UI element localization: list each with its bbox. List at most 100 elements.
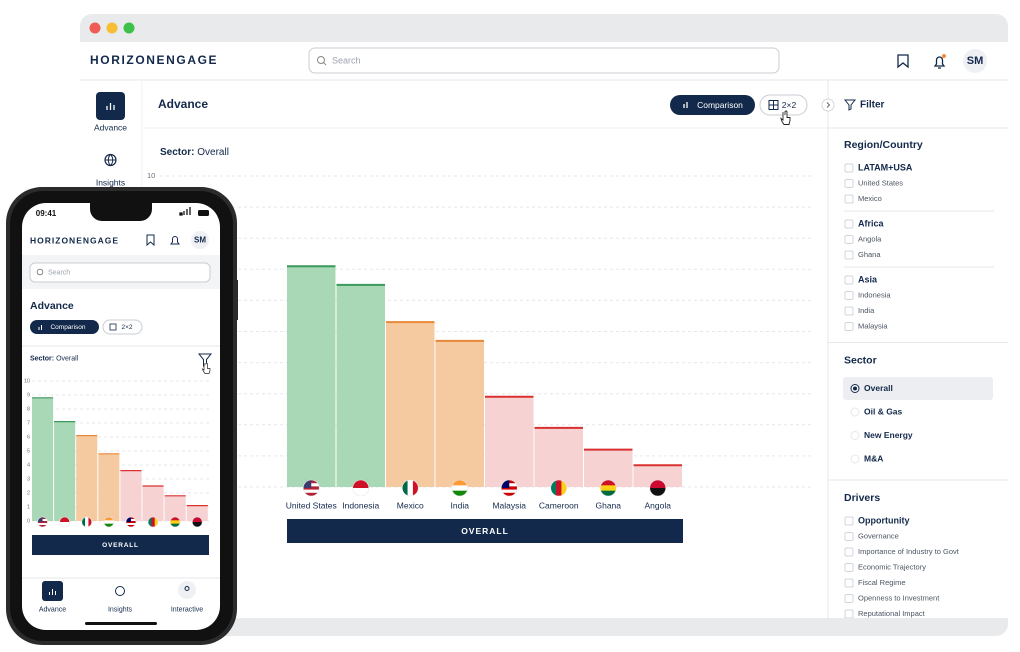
phone-button: [235, 280, 238, 320]
flag-stripe: [352, 488, 369, 496]
filter-item[interactable]: Reputational Impact: [858, 609, 926, 618]
x-tick-label: India: [451, 500, 470, 510]
nav-label[interactable]: Advance: [39, 606, 66, 613]
filter-item[interactable]: Malaysia: [858, 321, 888, 330]
filter-item[interactable]: Fiscal Regime: [858, 578, 906, 587]
flag-stripe: [501, 492, 518, 496]
selected-option-bg: [843, 377, 993, 400]
comparison-button[interactable]: [670, 95, 755, 115]
button-label[interactable]: OVERALL: [102, 542, 139, 549]
filter-group[interactable]: Africa: [858, 218, 885, 228]
checkbox[interactable]: [844, 594, 854, 603]
cursor: [201, 362, 211, 374]
search-placeholder: Search: [48, 269, 70, 276]
filter-item[interactable]: Ghana: [858, 250, 881, 259]
bar: [485, 396, 534, 487]
filter-group[interactable]: LATAM+USA: [858, 162, 913, 172]
flag-canton: [501, 480, 510, 488]
filter-group[interactable]: Opportunity: [858, 515, 910, 525]
checkbox[interactable]: [844, 179, 854, 188]
flag-ring: [125, 516, 137, 528]
flag-ring: [649, 479, 667, 497]
checkbox[interactable]: [844, 322, 854, 331]
radio[interactable]: [850, 454, 860, 464]
minimize-dot[interactable]: [106, 22, 118, 34]
avatar[interactable]: [963, 49, 987, 73]
flag-ring: [599, 479, 617, 497]
x-tick-label: Indonesia: [342, 500, 379, 510]
filter-item[interactable]: India: [858, 306, 875, 315]
flag-stripe: [59, 522, 70, 527]
search-icon: [36, 268, 44, 276]
bar: [186, 505, 208, 521]
overall-button[interactable]: [287, 519, 683, 543]
nav-icon[interactable]: [115, 586, 125, 596]
overall-button[interactable]: [32, 535, 209, 555]
grid-button[interactable]: [102, 319, 143, 335]
avatar[interactable]: [191, 231, 209, 249]
sector-option[interactable]: M&A: [864, 453, 883, 463]
checkbox[interactable]: [844, 547, 854, 557]
flag-stripe: [600, 480, 617, 486]
filter-item[interactable]: Governance: [858, 531, 899, 540]
flag: [170, 517, 181, 527]
bell-icon[interactable]: [170, 236, 180, 245]
checkbox[interactable]: [844, 578, 854, 588]
checkbox[interactable]: [844, 250, 854, 260]
logo[interactable]: HORIZONENGAGE: [90, 53, 218, 67]
checkbox[interactable]: [844, 563, 854, 572]
notch: [90, 203, 152, 221]
collapse-toggle[interactable]: [821, 98, 835, 112]
sector-option[interactable]: Overall: [864, 383, 893, 393]
checkbox[interactable]: [844, 516, 854, 526]
search-box[interactable]: [308, 47, 780, 74]
checkbox[interactable]: [844, 163, 854, 173]
checkbox[interactable]: [844, 219, 854, 229]
sidebar-label[interactable]: Advance: [94, 122, 127, 132]
sector-option[interactable]: Oil & Gas: [864, 406, 903, 416]
button-label[interactable]: 2×2: [121, 324, 132, 331]
button-label[interactable]: Comparison: [697, 100, 743, 110]
checkbox[interactable]: [844, 235, 854, 244]
maximize-dot[interactable]: [123, 22, 135, 34]
bookmark-icon[interactable]: [897, 54, 909, 69]
checkbox[interactable]: [844, 609, 854, 619]
button-icon: [769, 100, 778, 110]
flag-stripe: [451, 485, 468, 491]
logo[interactable]: HORIZONENGAGE: [30, 235, 119, 245]
nav-label[interactable]: Insights: [108, 606, 133, 613]
filter-group[interactable]: Asia: [858, 274, 878, 284]
comparison-button[interactable]: [30, 320, 99, 334]
button-label[interactable]: 2×2: [782, 100, 797, 110]
flag-stripe: [148, 517, 152, 527]
nav-label[interactable]: Interactive: [171, 606, 203, 613]
flag-stripe: [170, 523, 181, 527]
flag-ring: [81, 516, 93, 528]
filter-item[interactable]: Indonesia: [858, 290, 891, 299]
radio[interactable]: [850, 431, 860, 440]
filter-item[interactable]: Mexico: [858, 194, 882, 203]
flag: [402, 480, 419, 496]
search-box[interactable]: [29, 262, 211, 283]
checkbox[interactable]: [844, 306, 854, 316]
checkbox[interactable]: [844, 194, 854, 204]
checkbox[interactable]: [844, 532, 854, 541]
button-label[interactable]: Comparison: [50, 324, 85, 331]
radio[interactable]: [850, 407, 860, 417]
filter-item[interactable]: United States: [858, 178, 903, 187]
checkbox[interactable]: [844, 275, 854, 285]
filter-item[interactable]: Importance of Industry to Govt: [858, 547, 960, 556]
bookmark-icon[interactable]: [146, 234, 155, 247]
flag-stripe: [501, 486, 518, 490]
close-dot[interactable]: [89, 22, 101, 34]
sidebar-label[interactable]: Insights: [96, 177, 125, 187]
filter-item[interactable]: Openness to Investment: [858, 593, 940, 602]
filter-item[interactable]: Economic Trajectory: [858, 562, 926, 571]
bar: [287, 266, 336, 487]
sector-option[interactable]: New Energy: [864, 430, 913, 440]
button-label[interactable]: OVERALL: [461, 526, 509, 536]
bell-icon[interactable]: [933, 56, 946, 69]
flag-stripe: [407, 480, 414, 496]
checkbox[interactable]: [844, 291, 854, 300]
filter-item[interactable]: Angola: [858, 234, 882, 243]
